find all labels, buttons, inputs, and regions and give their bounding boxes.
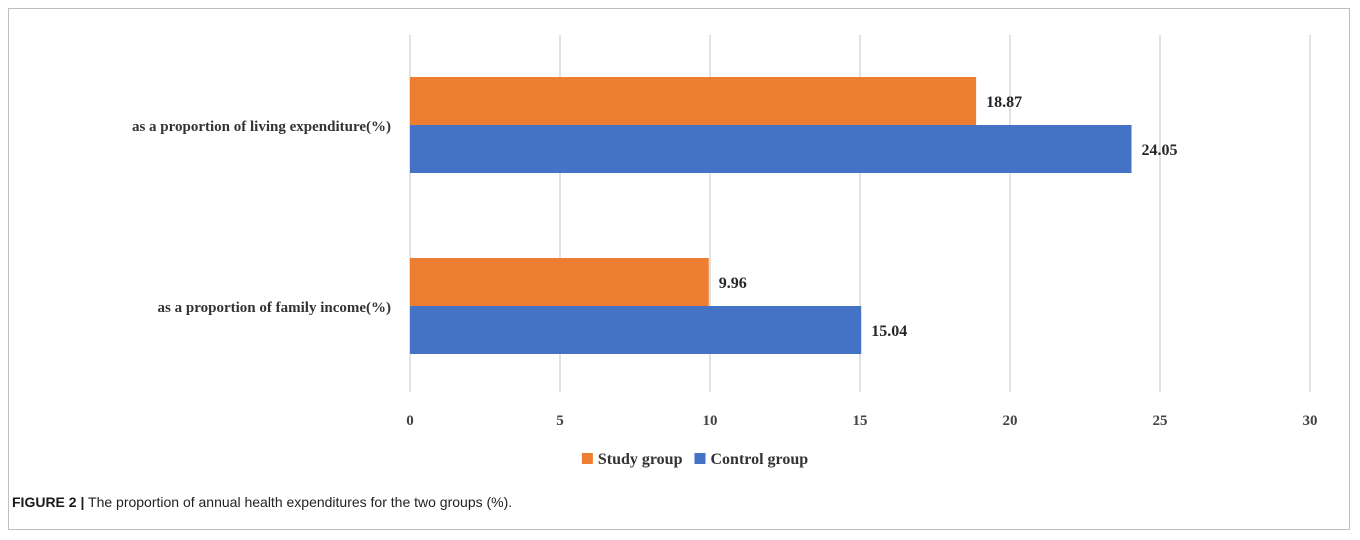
data-labels: 18.87 24.05 9.96 15.04 [719,94,1178,340]
category-labels: as a proportion of living expenditure(%)… [132,119,391,316]
legend-swatch [581,453,593,464]
data-label: 18.87 [986,94,1022,111]
bar-control-group [410,125,1132,173]
legend-swatch [694,453,706,464]
legend: Study group Control group [581,451,808,468]
category-label: as a proportion of living expenditure(%) [132,119,391,135]
category-label: as a proportion of family income(%) [158,300,391,316]
x-tick-label: 0 [406,413,414,429]
legend-label: Study group [598,451,683,468]
x-tick-label: 5 [556,413,564,429]
bar-study-group [410,258,709,306]
bar-study-group [410,77,977,125]
data-label: 15.04 [871,323,907,340]
caption-text: The proportion of annual health expendit… [88,494,513,510]
caption-label: FIGURE 2 | [12,494,85,510]
data-label: 24.05 [1142,142,1178,159]
x-tick-label: 15 [853,413,868,429]
data-label: 9.96 [719,275,747,292]
x-tick-label: 10 [703,413,718,429]
x-axis-tick-labels: 0 5 10 15 20 25 30 [406,413,1317,429]
x-tick-label: 20 [1003,413,1018,429]
bars [410,77,1132,354]
bar-control-group [410,306,862,354]
legend-label: Control group [710,451,808,468]
x-tick-label: 30 [1303,413,1318,429]
x-tick-label: 25 [1153,413,1168,429]
figure-caption: FIGURE 2 | The proportion of annual heal… [12,494,1332,510]
